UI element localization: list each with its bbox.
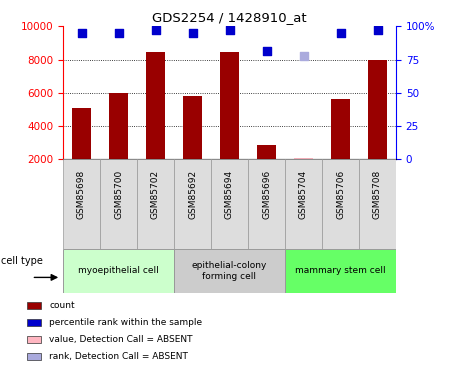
Bar: [63, 249, 174, 292]
Point: [263, 48, 270, 54]
Bar: [27, 353, 41, 360]
Bar: [294, 158, 313, 159]
Text: epithelial-colony
forming cell: epithelial-colony forming cell: [192, 261, 267, 280]
Point: [189, 30, 196, 36]
Bar: [368, 60, 387, 159]
Text: mammary stem cell: mammary stem cell: [295, 266, 386, 275]
Point: [374, 27, 381, 33]
Text: GSM85702: GSM85702: [151, 170, 160, 219]
Bar: [109, 93, 128, 159]
Text: GSM85706: GSM85706: [336, 170, 345, 219]
Bar: [63, 159, 100, 249]
Bar: [331, 99, 350, 159]
Bar: [146, 52, 165, 159]
Point: [78, 30, 85, 36]
Bar: [183, 96, 202, 159]
Bar: [211, 159, 248, 249]
Text: GSM85704: GSM85704: [299, 170, 308, 219]
Bar: [100, 159, 137, 249]
Bar: [27, 336, 41, 343]
Bar: [248, 159, 285, 249]
Bar: [27, 302, 41, 309]
Bar: [137, 159, 174, 249]
Text: rank, Detection Call = ABSENT: rank, Detection Call = ABSENT: [50, 352, 188, 361]
Bar: [72, 108, 91, 159]
Bar: [285, 159, 322, 249]
Point: [226, 27, 233, 33]
Text: GSM85694: GSM85694: [225, 170, 234, 219]
Text: GSM85708: GSM85708: [373, 170, 382, 219]
Text: count: count: [50, 301, 75, 310]
Title: GDS2254 / 1428910_at: GDS2254 / 1428910_at: [152, 11, 307, 24]
Point: [337, 30, 344, 36]
Bar: [359, 159, 396, 249]
Text: percentile rank within the sample: percentile rank within the sample: [50, 318, 202, 327]
Text: cell type: cell type: [1, 256, 43, 267]
Bar: [322, 159, 359, 249]
Bar: [174, 159, 211, 249]
Text: GSM85698: GSM85698: [77, 170, 86, 219]
Point: [300, 53, 307, 59]
Text: GSM85700: GSM85700: [114, 170, 123, 219]
Bar: [285, 249, 396, 292]
Bar: [257, 145, 276, 159]
Text: myoepithelial cell: myoepithelial cell: [78, 266, 159, 275]
Point: [115, 30, 122, 36]
Point: [152, 27, 159, 33]
Text: GSM85692: GSM85692: [188, 170, 197, 219]
Bar: [174, 249, 285, 292]
Bar: [27, 319, 41, 326]
Text: GSM85696: GSM85696: [262, 170, 271, 219]
Text: value, Detection Call = ABSENT: value, Detection Call = ABSENT: [50, 335, 193, 344]
Bar: [220, 52, 239, 159]
